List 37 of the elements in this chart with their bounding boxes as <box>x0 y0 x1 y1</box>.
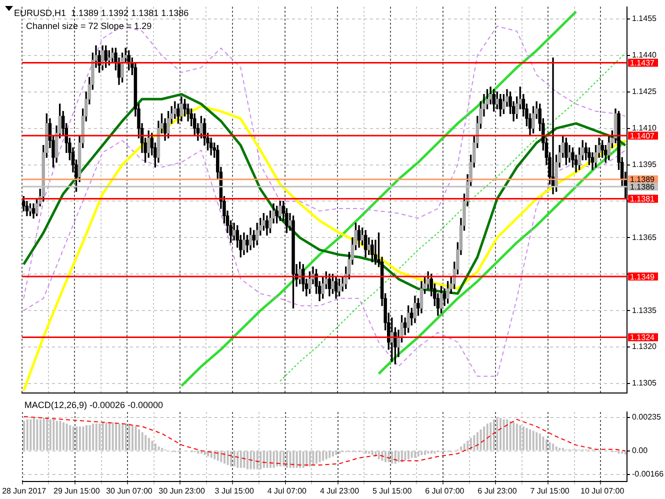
ref-line-label: 1.1437 <box>630 58 656 68</box>
x-tick-label: 30 Jun 23:00 <box>158 486 206 496</box>
x-tick-label: 4 Jul 07:00 <box>267 486 308 496</box>
y-tick-label: 0.00 <box>632 446 648 455</box>
x-tick-label: 7 Jul 15:00 <box>530 486 570 496</box>
ref-line-label: 1.1381 <box>630 194 656 204</box>
y-tick-label: -0.00166 <box>632 470 664 479</box>
text: Channel size = 72 Slope = 1.29 <box>26 20 152 31</box>
ref-line-label: 1.1407 <box>630 131 656 140</box>
x-tick-label: 6 Jul 07:00 <box>425 486 465 496</box>
y-tick-label: 1.1365 <box>632 232 658 242</box>
ref-line-label: 1.1389 <box>630 175 656 184</box>
x-tick-label: 28 Jun 2017 <box>2 486 47 496</box>
y-tick-label: 1.1455 <box>632 14 658 24</box>
line-series <box>23 140 626 377</box>
x-tick-label: 30 Jun 07:00 <box>106 486 153 496</box>
chart-title: MACD(12,26,9) -0.00026 -0.00000 <box>24 400 164 410</box>
ref-line-label: 1.1324 <box>630 333 656 342</box>
chart-title: EURUSD,H1 1.1389 1.1392 1.1381 1.1386 <box>14 8 189 18</box>
ref-line-label: 1.1349 <box>630 272 656 282</box>
line-series <box>280 52 626 382</box>
y-tick-label: 1.1320 <box>632 342 658 352</box>
line-series <box>24 416 626 466</box>
x-tick-label: 5 Jul 15:00 <box>372 486 412 496</box>
y-tick-label: 1.1395 <box>632 160 658 169</box>
y-tick-label: 1.1305 <box>632 378 658 388</box>
ref-line-label: 1.1386 <box>630 182 656 192</box>
x-tick-label: 4 Jul 23:00 <box>320 486 360 496</box>
x-tick-label: 29 Jun 15:00 <box>54 486 100 496</box>
x-tick-label: 3 Jul 15:00 <box>214 486 254 496</box>
y-tick-label: 1.1410 <box>632 124 658 133</box>
x-tick-label: 10 Jul 07:00 <box>580 486 625 496</box>
y-tick-label: 0.00235 <box>632 412 662 422</box>
y-tick-label: 1.1335 <box>632 306 658 315</box>
x-tick-label: 6 Jul 23:00 <box>478 486 518 496</box>
y-tick-label: 1.1440 <box>632 50 658 60</box>
y-tick-label: 1.1425 <box>632 87 658 96</box>
